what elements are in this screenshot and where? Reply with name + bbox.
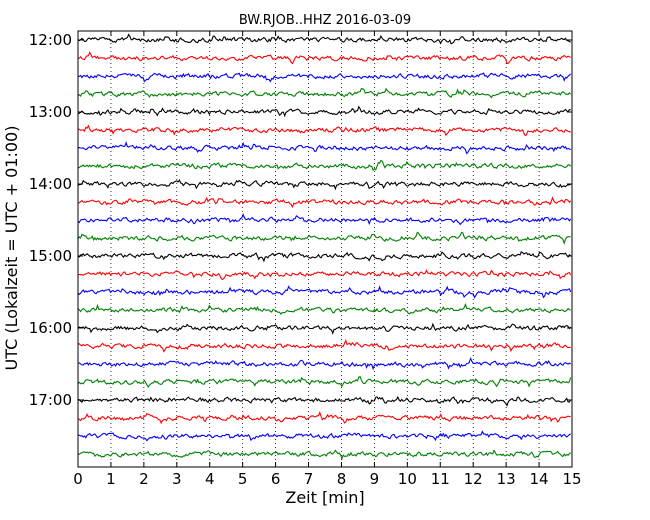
x-tick-label: 4 bbox=[205, 470, 215, 488]
seismogram-traces bbox=[77, 33, 572, 461]
trace-line bbox=[77, 357, 571, 371]
trace-line bbox=[77, 375, 572, 388]
x-axis-ticks: 0 1 2 3 4 5 6 7 8 9 10 11 12 13 14 15 bbox=[73, 31, 582, 488]
trace-line bbox=[77, 449, 572, 461]
y-axis-ticks: 12:00 13:00 14:00 15:00 16:00 17:00 bbox=[29, 31, 572, 409]
trace-line bbox=[77, 269, 572, 281]
x-tick-label: 11 bbox=[431, 470, 450, 488]
trace-line bbox=[77, 72, 572, 83]
trace-line bbox=[77, 322, 572, 335]
trace-line bbox=[77, 430, 571, 442]
x-tick-label: 12 bbox=[464, 470, 483, 488]
trace-line bbox=[77, 410, 571, 425]
y-tick-label: 15:00 bbox=[29, 247, 72, 265]
trace-line bbox=[77, 141, 571, 155]
trace-line bbox=[77, 302, 571, 315]
chart-title: BW.RJOB..HHZ 2016-03-09 bbox=[239, 13, 411, 28]
trace-line bbox=[77, 159, 572, 172]
trace-line bbox=[77, 33, 571, 45]
x-tick-label: 5 bbox=[238, 470, 248, 488]
y-tick-label: 14:00 bbox=[29, 175, 72, 193]
trace-line bbox=[77, 231, 571, 245]
y-tick-label: 16:00 bbox=[29, 319, 72, 337]
trace-line bbox=[77, 51, 571, 65]
y-axis-label: UTC (Lokalzeit = UTC + 01:00) bbox=[2, 126, 21, 371]
x-tick-label: 15 bbox=[562, 470, 581, 488]
trace-line bbox=[77, 338, 571, 353]
x-tick-label: 10 bbox=[398, 470, 417, 488]
trace-line bbox=[77, 124, 571, 137]
trace-line bbox=[77, 105, 571, 118]
x-tick-label: 2 bbox=[139, 470, 149, 488]
trace-line bbox=[77, 213, 572, 226]
y-tick-label: 13:00 bbox=[29, 103, 72, 121]
y-tick-label: 12:00 bbox=[29, 31, 72, 49]
x-tick-label: 7 bbox=[304, 470, 314, 488]
trace-line bbox=[77, 251, 572, 263]
trace-line bbox=[77, 395, 572, 407]
x-axis-label: Zeit [min] bbox=[285, 488, 364, 507]
trace-line bbox=[77, 285, 572, 299]
x-tick-label: 14 bbox=[530, 470, 549, 488]
x-tick-label: 6 bbox=[271, 470, 281, 488]
vertical-grid bbox=[110, 31, 540, 467]
y-tick-label: 17:00 bbox=[29, 391, 72, 409]
x-tick-label: 0 bbox=[73, 470, 83, 488]
x-tick-label: 9 bbox=[370, 470, 380, 488]
trace-line bbox=[77, 196, 572, 209]
trace-line bbox=[77, 87, 572, 99]
plot-frame bbox=[77, 30, 573, 468]
x-tick-label: 8 bbox=[337, 470, 347, 488]
x-tick-label: 13 bbox=[497, 470, 516, 488]
x-tick-label: 1 bbox=[106, 470, 116, 488]
trace-line bbox=[77, 179, 571, 191]
x-tick-label: 3 bbox=[172, 470, 182, 488]
